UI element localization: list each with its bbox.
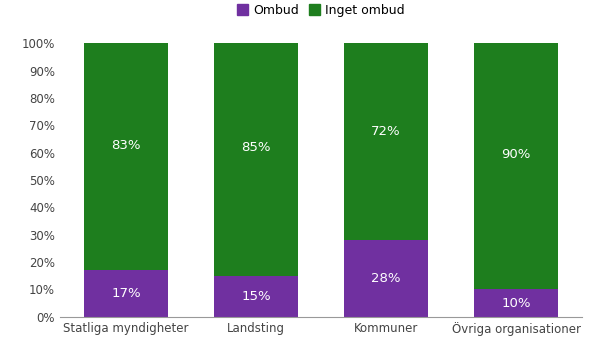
Text: 17%: 17%: [111, 287, 141, 300]
Text: 83%: 83%: [111, 139, 141, 152]
Bar: [84, 270, 168, 317]
Bar: [474, 289, 558, 317]
Text: 15%: 15%: [241, 290, 271, 303]
Text: 10%: 10%: [501, 297, 531, 310]
Text: 85%: 85%: [241, 141, 271, 154]
Bar: [344, 43, 428, 240]
Bar: [214, 43, 298, 276]
Bar: [84, 43, 168, 270]
Bar: [214, 276, 298, 317]
Legend: Ombud, Inget ombud: Ombud, Inget ombud: [233, 0, 409, 21]
Text: 72%: 72%: [371, 125, 401, 138]
Text: 28%: 28%: [371, 272, 401, 285]
Bar: [344, 240, 428, 317]
Bar: [474, 43, 558, 289]
Text: 90%: 90%: [502, 148, 531, 161]
